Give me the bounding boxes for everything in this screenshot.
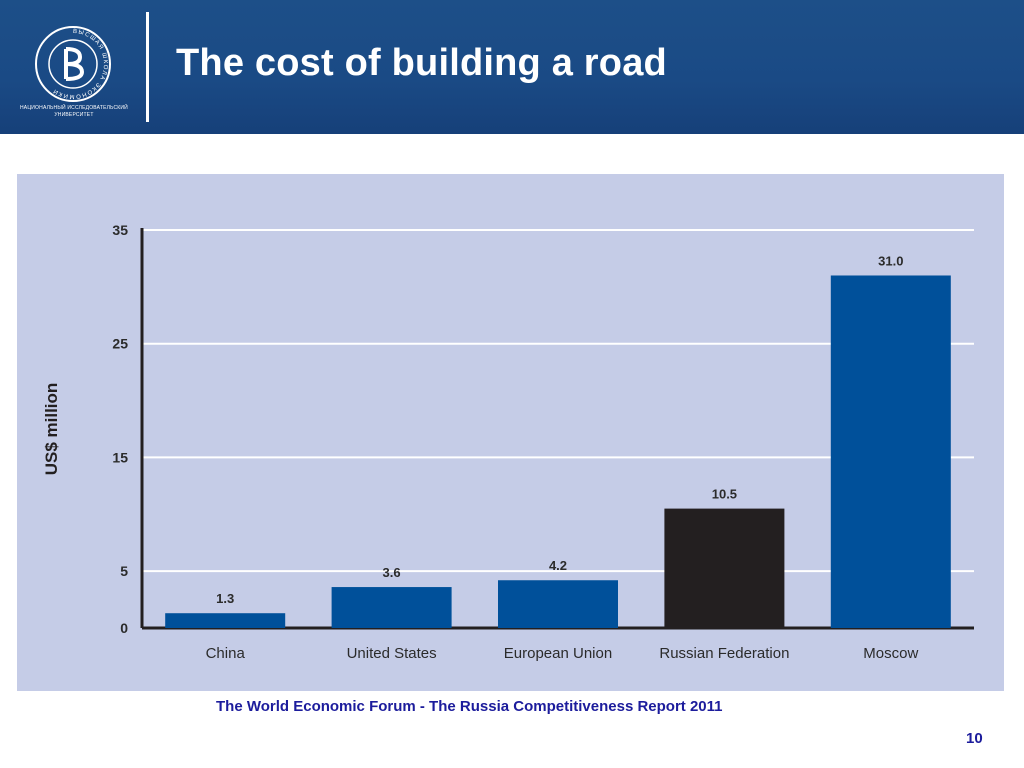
y-tick-label: 0: [120, 620, 128, 636]
y-tick-label: 5: [120, 563, 128, 579]
x-category-label: China: [206, 645, 246, 662]
slide-title: The cost of building a road: [176, 42, 667, 84]
bar-value-label: 10.5: [712, 487, 737, 502]
bar-value-label: 3.6: [383, 565, 401, 580]
bar-value-label: 31.0: [878, 253, 903, 268]
y-axis-title: US$ million: [42, 383, 61, 476]
slide-header: ВЫСШАЯ ШКОЛА ЭКОНОМИКИ НАЦИОНАЛЬНЫЙ ИССЛ…: [0, 0, 1024, 134]
bar: [664, 508, 785, 628]
bar: [331, 587, 452, 628]
page-number: 10: [966, 730, 983, 747]
bar-value-label: 4.2: [549, 558, 567, 573]
bar: [165, 613, 286, 628]
bar-chart: 0 5 15 25 35 US$ million 1.3 China 3.6 United Sta…: [42, 222, 974, 662]
x-category-label: Russian Federation: [659, 645, 789, 662]
bar: [830, 275, 951, 628]
y-tick-label: 15: [112, 449, 128, 465]
logo-caption: НАЦИОНАЛЬНЫЙ ИССЛЕДОВАТЕЛЬСКИЙ УНИВЕРСИТ…: [20, 105, 128, 118]
bar-value-label: 1.3: [216, 591, 234, 606]
y-tick-label: 25: [112, 336, 128, 352]
source-note: The World Economic Forum - The Russia Co…: [216, 698, 723, 715]
bar: [498, 580, 618, 628]
x-category-label: Moscow: [863, 645, 918, 662]
y-tick-label: 35: [112, 222, 128, 238]
header-divider: [146, 12, 149, 122]
university-logo-icon: ВЫСШАЯ ШКОЛА ЭКОНОМИКИ: [35, 26, 111, 102]
x-category-label: European Union: [504, 645, 612, 662]
x-category-label: United States: [347, 645, 437, 662]
chart-panel: 0 5 15 25 35 US$ million 1.3 China 3.6 United Sta…: [17, 174, 1004, 691]
